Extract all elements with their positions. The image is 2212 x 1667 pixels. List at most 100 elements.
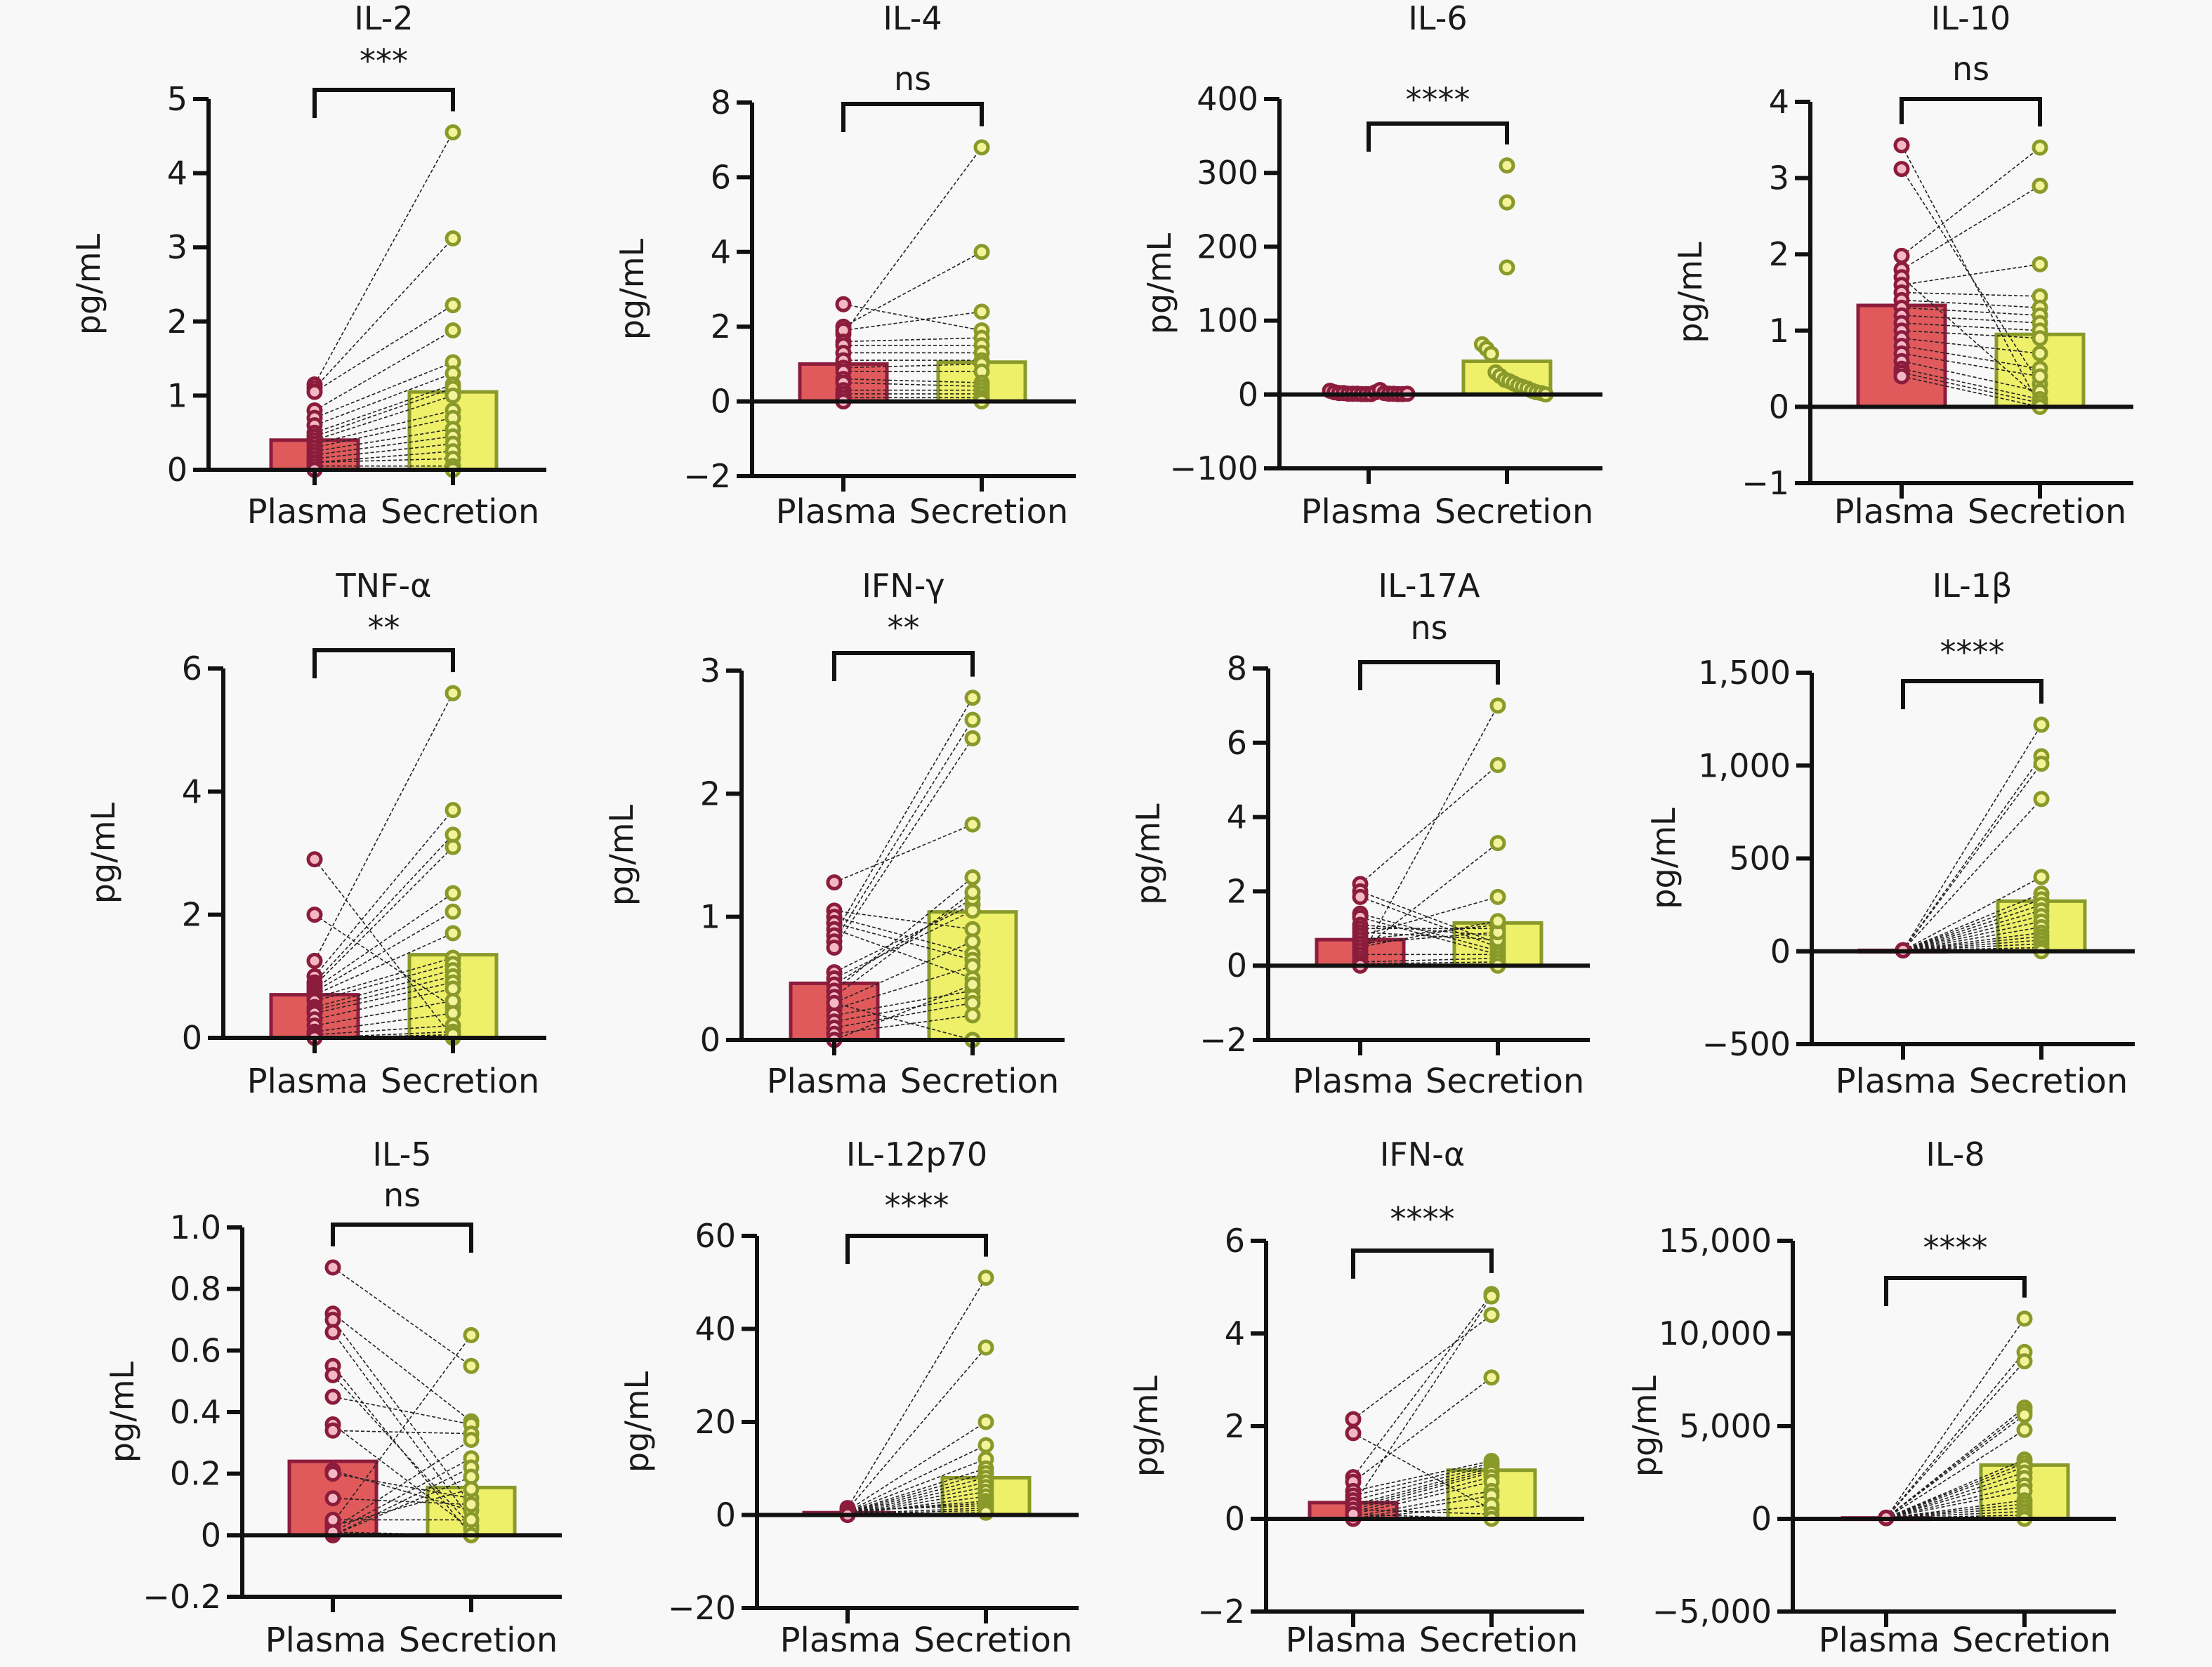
y-tick-label: −500 xyxy=(1702,1025,1791,1063)
data-point-plasma xyxy=(826,874,843,891)
data-point-secretion xyxy=(2033,869,2050,885)
pair-line xyxy=(834,897,973,985)
pair-line xyxy=(314,1024,454,1036)
pair-line xyxy=(1360,924,1499,940)
significance-bracket xyxy=(1901,679,2043,709)
data-point-plasma xyxy=(1893,161,1910,178)
y-tick-label: 0 xyxy=(1227,947,1247,984)
pair-line xyxy=(1885,1318,2025,1518)
y-tick-label: 6 xyxy=(711,158,731,196)
pair-line xyxy=(834,910,973,980)
pair-line xyxy=(1901,376,2041,408)
data-point-secretion xyxy=(973,244,990,261)
pair-line xyxy=(847,1468,987,1513)
pair-line xyxy=(847,1482,987,1515)
y-axis-label: pg/mL xyxy=(1140,232,1178,334)
y-tick-label: 2 xyxy=(1227,872,1247,910)
x-tick-label-secretion: Secretion xyxy=(914,1621,1073,1660)
pair-line xyxy=(1885,1490,2025,1519)
y-tick-label: 3 xyxy=(167,228,187,266)
pair-line xyxy=(314,132,454,385)
pair-line xyxy=(1901,277,2041,400)
panel-il-4: IL-4 pg/mL −2 0 2 4 6 8 Plasma Secretion ns xyxy=(613,0,1076,532)
y-axis-label: pg/mL xyxy=(103,1361,141,1463)
data-point-plasma xyxy=(324,1465,341,1482)
data-point-secretion xyxy=(2032,368,2048,385)
pair-line xyxy=(314,846,454,987)
pair-line xyxy=(1901,307,2041,316)
y-tick-label: 100 xyxy=(1197,302,1258,340)
data-point-secretion xyxy=(964,933,981,950)
y-tick-label: 1 xyxy=(1769,312,1789,350)
x-tick-label-plasma: Plasma xyxy=(1293,1062,1414,1101)
pair-line xyxy=(1360,931,1499,944)
pair-line xyxy=(1352,1490,1492,1517)
pair-line xyxy=(1885,1351,2025,1519)
pair-line xyxy=(1360,896,1499,948)
significance-label: **** xyxy=(1940,633,2005,671)
data-point-secretion xyxy=(445,297,461,314)
pair-line xyxy=(1352,1377,1492,1482)
pair-line xyxy=(332,1319,472,1505)
y-tick-label: 0.6 xyxy=(170,1331,221,1369)
data-point-secretion xyxy=(964,958,981,975)
pair-line xyxy=(834,737,973,948)
y-tick-label: 4 xyxy=(1769,83,1789,121)
y-tick-label: 0 xyxy=(1751,1500,1772,1538)
data-point-secretion xyxy=(977,1339,994,1356)
significance-label: ** xyxy=(368,609,400,647)
pair-line xyxy=(834,891,973,998)
x-tick-label-secretion: Secretion xyxy=(1435,492,1594,532)
y-tick-label: 0 xyxy=(167,451,187,489)
data-point-secretion xyxy=(964,711,981,728)
pair-line xyxy=(314,859,454,1039)
y-tick-label: 6 xyxy=(182,650,202,687)
data-point-secretion xyxy=(964,976,981,993)
pair-line xyxy=(834,941,973,1004)
significance-bracket xyxy=(845,1234,988,1264)
pair-line xyxy=(1360,957,1499,963)
pair-line xyxy=(1885,1414,2025,1519)
pair-line xyxy=(314,443,454,459)
pair-line xyxy=(1352,1432,1492,1510)
y-tick-label: 10,000 xyxy=(1659,1315,1772,1352)
pair-line xyxy=(1352,1509,1492,1515)
pair-line xyxy=(847,1472,987,1513)
data-point-secretion xyxy=(445,802,461,819)
pair-line xyxy=(314,933,454,996)
y-tick-label: 0 xyxy=(182,1019,202,1057)
pair-line xyxy=(1360,764,1499,885)
panel-il-6: IL-6 pg/mL −100 0 100 200 300 400 Plasma Secretio… xyxy=(1140,0,1602,532)
pair-line xyxy=(314,383,454,433)
pair-line xyxy=(1901,291,2041,297)
pair-line xyxy=(847,1347,987,1510)
pair-line xyxy=(314,362,454,419)
data-point-secretion xyxy=(2032,256,2048,272)
pair-line xyxy=(1902,935,2042,951)
data-point-secretion xyxy=(2033,716,2050,733)
data-point-plasma xyxy=(324,1388,341,1405)
y-tick-label: 3 xyxy=(1769,159,1789,197)
panel-title: IL-6 xyxy=(1408,0,1467,37)
y-tick-label: 2 xyxy=(700,775,720,812)
pair-line xyxy=(847,1507,987,1515)
x-tick-label-plasma: Plasma xyxy=(767,1062,888,1101)
data-point-plasma xyxy=(1893,247,1910,264)
pair-line xyxy=(1902,932,2042,951)
data-point-plasma xyxy=(324,1324,341,1340)
pair-line xyxy=(1885,1484,2025,1519)
pair-line xyxy=(843,303,982,331)
y-tick-label: 0 xyxy=(1770,933,1791,970)
pair-line xyxy=(1885,1472,2025,1519)
pair-line xyxy=(1902,926,2042,951)
data-point-secretion xyxy=(463,1496,480,1513)
significance-label: **** xyxy=(1923,1229,1988,1267)
data-point-plasma xyxy=(306,907,323,923)
significance-label: **** xyxy=(885,1187,949,1225)
pair-line xyxy=(332,1267,472,1366)
y-tick-label: −2 xyxy=(683,457,731,495)
pair-line xyxy=(834,697,973,936)
significance-bracket xyxy=(832,651,975,681)
pair-line xyxy=(1885,1411,2025,1519)
pair-line xyxy=(847,1458,987,1513)
